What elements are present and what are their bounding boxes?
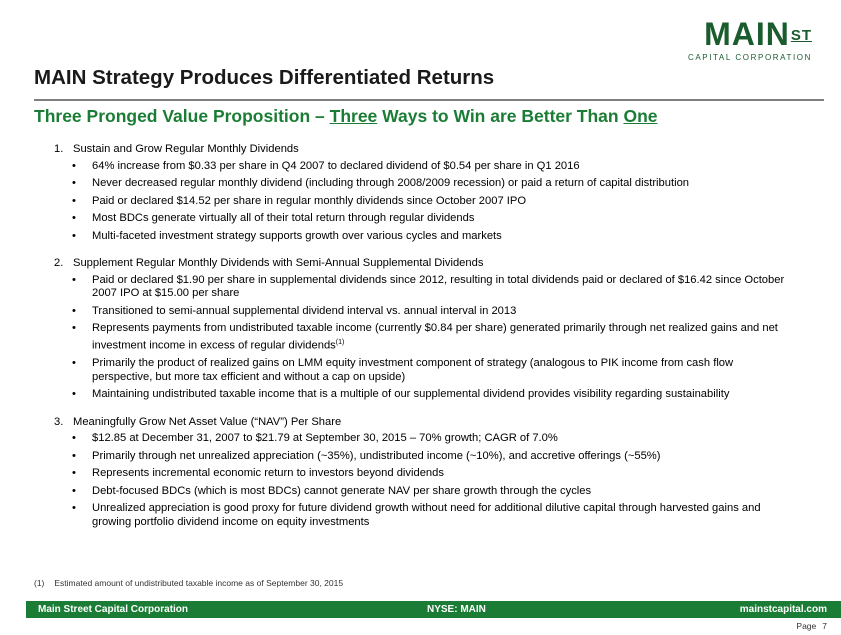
title-divider: [34, 99, 824, 101]
list-item: • Paid or declared $14.52 per share in re…: [72, 194, 527, 207]
list-item: • Most BDCs generate virtually all of the…: [72, 212, 475, 225]
list-item: • Debt-focused BDCs (which is most BDCs) …: [72, 484, 592, 497]
list-item: • 64% increase from $0.33 per share in Q4…: [72, 159, 580, 172]
list-item: • Paid or declared $1.90 per share in sup…: [72, 273, 785, 300]
section-1: 1. Sustain and Grow Regular Monthly Divi…: [34, 143, 794, 243]
list-item: • $12.85 at December 31, 2007 to $21.79 a…: [72, 432, 558, 445]
footnote-ref: (1): [335, 338, 345, 346]
list-item: • Primarily through net unrealized apprec…: [72, 449, 661, 462]
list-item: • Represents incremental economic return …: [72, 467, 444, 480]
list-item: • Primarily the product of realized gains…: [72, 357, 734, 383]
list-item: • Multi-faceted investment strategy suppo…: [72, 229, 502, 242]
footer-bar: Main Street Capital Corporation NYSE: MA…: [26, 601, 841, 618]
list-item: • Represents payments from undistributed …: [72, 322, 778, 352]
footer-website: mainstcapital.com: [739, 604, 827, 615]
list-item: • Unrealized appreciation is good proxy f…: [72, 502, 761, 528]
page-subtitle: Three Pronged Value Proposition – Three …: [34, 106, 658, 126]
logo-wordmark: MAINST: [704, 16, 812, 52]
page-number: Page 7: [796, 621, 827, 631]
list-item: • Transitioned to semi-annual supplementa…: [72, 304, 517, 317]
section-heading: 1. Sustain and Grow Regular Monthly Divi…: [54, 143, 299, 155]
footer-ticker: NYSE: MAIN: [427, 604, 486, 615]
page-title: MAIN Strategy Produces Differentiated Re…: [34, 66, 495, 89]
list-item: • Maintaining undistributed taxable incom…: [72, 388, 730, 401]
footnote: (1) Estimated amount of undistributed tax…: [34, 578, 344, 588]
main-street-logo: MAINST CAPITAL CORPORATION: [662, 18, 812, 62]
content-body: 1. Sustain and Grow Regular Monthly Divi…: [34, 143, 794, 543]
list-item: • Never decreased regular monthly dividen…: [72, 177, 690, 190]
footer-company: Main Street Capital Corporation: [38, 604, 189, 615]
logo-subtitle: CAPITAL CORPORATION: [687, 53, 812, 62]
section-heading: 2. Supplement Regular Monthly Dividends …: [54, 257, 484, 270]
section-3: 3. Meaningfully Grow Net Asset Value (“N…: [34, 416, 794, 530]
section-heading: 3. Meaningfully Grow Net Asset Value (“N…: [54, 415, 342, 428]
section-2: 2. Supplement Regular Monthly Dividends …: [34, 257, 794, 402]
